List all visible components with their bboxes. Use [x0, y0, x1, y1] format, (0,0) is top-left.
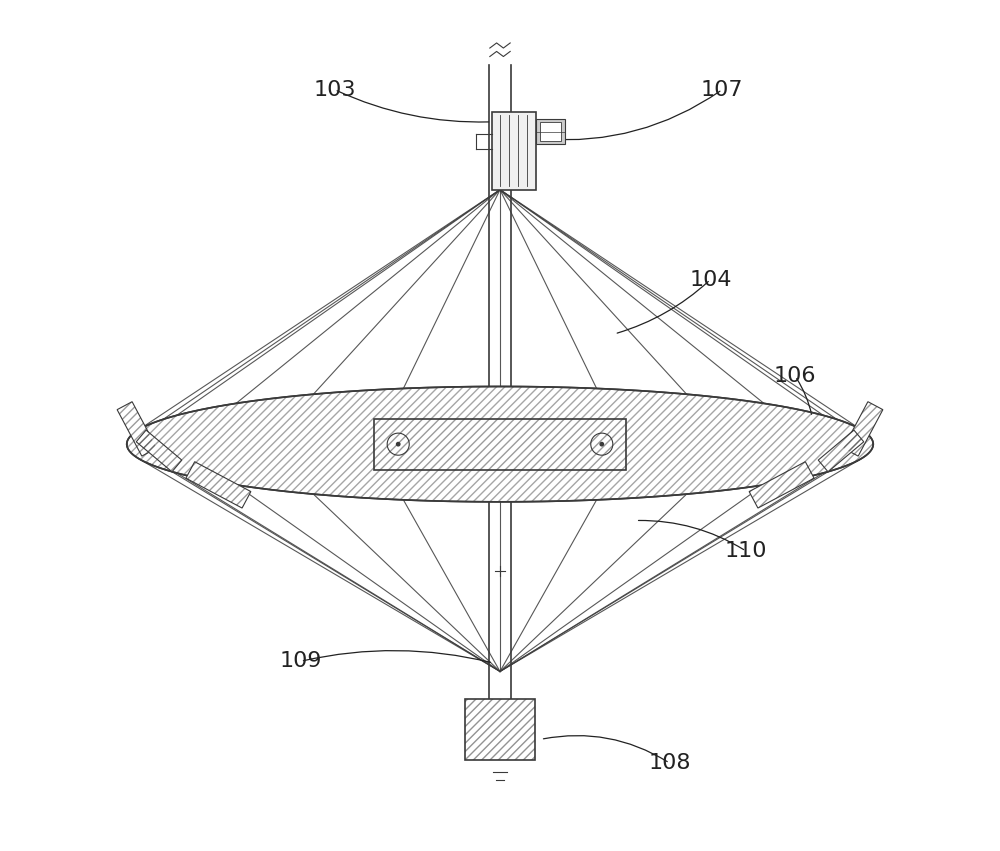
Polygon shape: [749, 462, 814, 508]
Circle shape: [397, 443, 400, 446]
Bar: [465, 699, 535, 760]
Polygon shape: [117, 402, 157, 456]
Polygon shape: [127, 386, 873, 502]
Text: 110: 110: [725, 541, 767, 561]
Text: 103: 103: [313, 80, 356, 100]
Circle shape: [600, 443, 603, 446]
Text: 109: 109: [279, 651, 322, 671]
Polygon shape: [843, 402, 883, 456]
Text: 107: 107: [701, 80, 743, 100]
Polygon shape: [818, 430, 864, 471]
Bar: [374, 419, 626, 470]
Bar: [540, 123, 561, 141]
Polygon shape: [136, 430, 182, 471]
Bar: [374, 419, 626, 470]
Text: 104: 104: [689, 270, 732, 289]
Text: 108: 108: [648, 753, 691, 773]
Bar: [536, 119, 565, 145]
Bar: [492, 111, 536, 190]
Bar: [465, 699, 535, 760]
Text: 106: 106: [774, 366, 816, 386]
Polygon shape: [186, 462, 251, 508]
